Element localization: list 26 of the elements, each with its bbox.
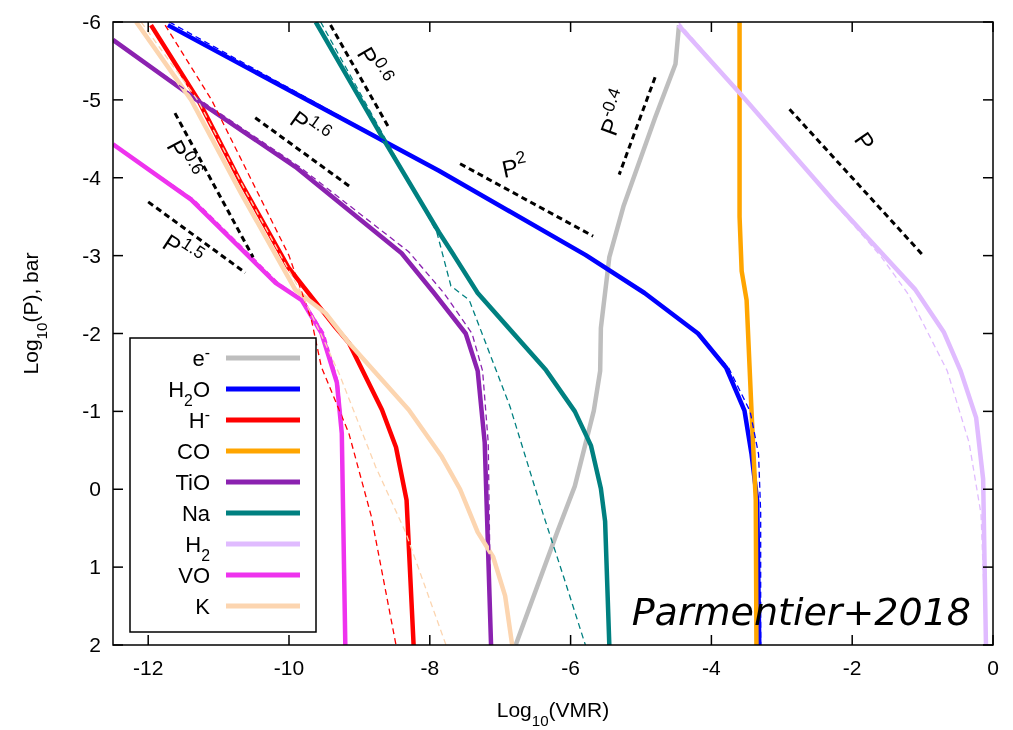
y-tick-label: -5 (82, 87, 101, 111)
annotation: P (848, 127, 881, 156)
annotation: P$^{2}$ (499, 145, 528, 184)
legend-label: CO (177, 439, 210, 464)
y-tick-label: 0 (89, 477, 101, 501)
y-tick-label: -6 (82, 10, 101, 33)
legend-label: TiO (175, 470, 210, 495)
x-axis-title: Log$_{10}$(VMR) (496, 698, 610, 729)
x-tick-label: -8 (420, 656, 440, 679)
y-tick-label: -3 (82, 243, 101, 267)
x-tick-label: -6 (561, 656, 580, 679)
x-tick-label: 0 (987, 656, 999, 679)
x-tick-label: -12 (133, 656, 164, 679)
legend-label: VO (178, 563, 210, 588)
y-tick-label: 2 (89, 633, 101, 656)
legend-label: Na (181, 501, 211, 526)
y-tick-label: -4 (82, 165, 102, 189)
legend-label: H$_{2}$ (185, 532, 210, 564)
x-tick-label: -10 (273, 656, 305, 679)
y-tick-label: -2 (82, 321, 101, 345)
x-tick-label: -4 (702, 656, 722, 679)
y-tick-label: -1 (82, 399, 101, 423)
legend-label: K (195, 594, 211, 619)
legend-label: e$^{-}$ (192, 343, 210, 371)
y-tick-label: 1 (89, 555, 101, 579)
x-tick-label: -2 (842, 656, 862, 679)
